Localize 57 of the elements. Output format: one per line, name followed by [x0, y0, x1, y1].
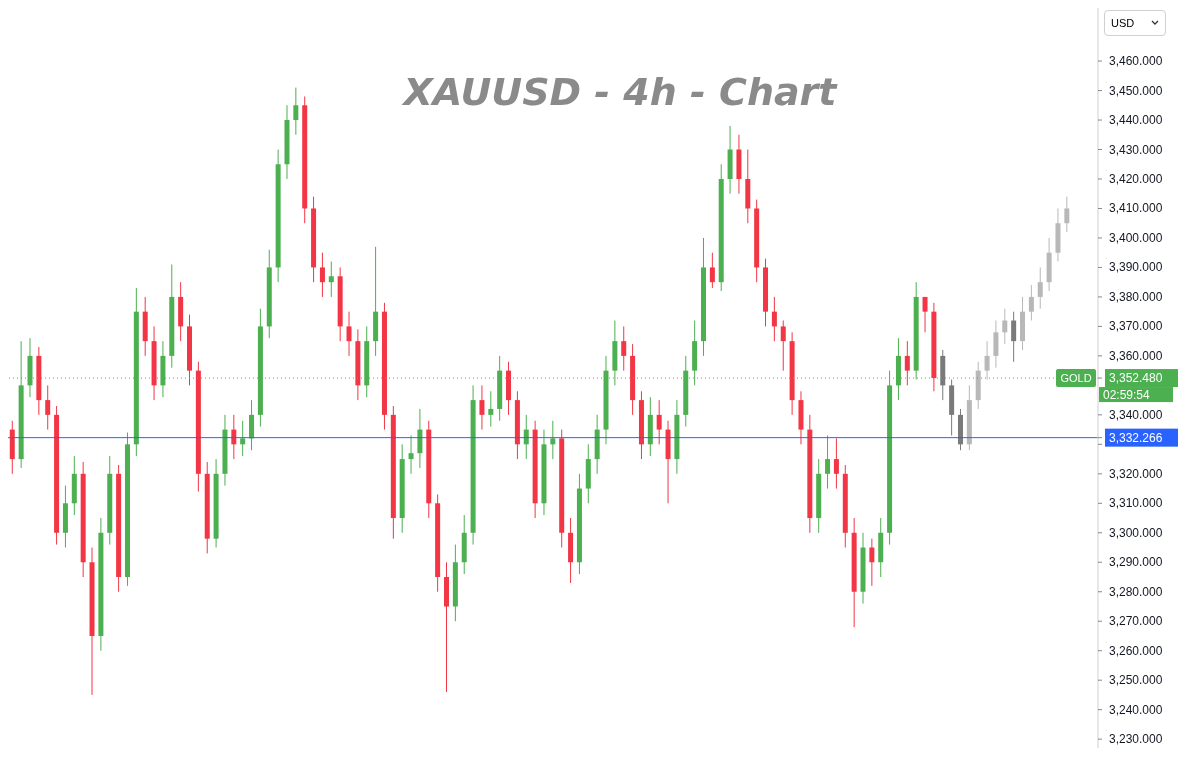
candlestick [709, 252, 715, 289]
y-tick-label: 3,280.000 [1109, 584, 1163, 599]
y-tick-label: 3,332.266 [1109, 430, 1163, 445]
candlestick [550, 420, 556, 460]
y-tick-label: 3,410.000 [1109, 201, 1163, 216]
y-tick-label: 3,340.000 [1109, 407, 1163, 422]
candlestick [1002, 308, 1008, 345]
candlestick [479, 384, 485, 431]
y-tick-label: 3,352.480 [1109, 371, 1163, 386]
candlestick [240, 420, 246, 457]
candlestick [249, 399, 255, 451]
candlestick [656, 399, 662, 445]
candlestick [621, 325, 627, 372]
candlestick [319, 252, 325, 298]
candlestick [346, 311, 352, 357]
candlestick [780, 320, 786, 372]
candlestick [1028, 284, 1034, 322]
candlestick [408, 434, 414, 475]
candlestick [904, 340, 910, 386]
y-tick-label: 3,400.000 [1109, 230, 1163, 245]
candlestick [833, 437, 839, 490]
y-tick-label: 3,240.000 [1109, 702, 1163, 717]
y-tick-label: 3,310.000 [1109, 496, 1163, 511]
candlestick [984, 340, 990, 380]
y-tick-label: 3,250.000 [1109, 673, 1163, 688]
y-tick-label: 3,460.000 [1109, 54, 1163, 69]
y-tick-label: 3,440.000 [1109, 113, 1163, 128]
y-tick-label: 3,420.000 [1109, 172, 1163, 186]
y-tick-label: 3,390.000 [1109, 260, 1163, 275]
y-tick-label: 3,260.000 [1109, 643, 1163, 658]
text: XAUUSD - 4h - Chart [403, 70, 837, 114]
y-tick-label: 3,370.000 [1109, 319, 1163, 334]
candlestick [417, 408, 423, 469]
candlestick [1064, 196, 1070, 233]
candlestick [771, 296, 777, 342]
y-tick-label: 3,450.000 [1109, 83, 1163, 98]
candlestick [869, 538, 875, 587]
y-tick-label: 3,270.000 [1109, 614, 1163, 629]
y-tick-label: 3,430.000 [1109, 142, 1163, 157]
text: USD [1111, 17, 1135, 29]
y-tick-label: 3,360.000 [1109, 348, 1163, 363]
y-tick-label: 3,380.000 [1109, 289, 1163, 304]
y-tick-label: 3,300.000 [1109, 525, 1163, 540]
candlestick [293, 87, 299, 136]
y-tick-label: 3,290.000 [1109, 555, 1163, 570]
candlestick [825, 434, 831, 490]
y-tick-label: 3,230.000 [1109, 732, 1163, 747]
candlestick [328, 261, 334, 298]
y-tick-label: 3,320.000 [1109, 466, 1163, 481]
candlestick [45, 384, 51, 431]
candlestick [993, 320, 999, 369]
text: 02:59:54 [1103, 388, 1151, 403]
candlestick [1037, 266, 1043, 310]
candlestick [922, 296, 928, 333]
candlestick [488, 390, 494, 428]
candlestick [1011, 311, 1017, 363]
ref-line-label: GOLD [1060, 372, 1092, 385]
